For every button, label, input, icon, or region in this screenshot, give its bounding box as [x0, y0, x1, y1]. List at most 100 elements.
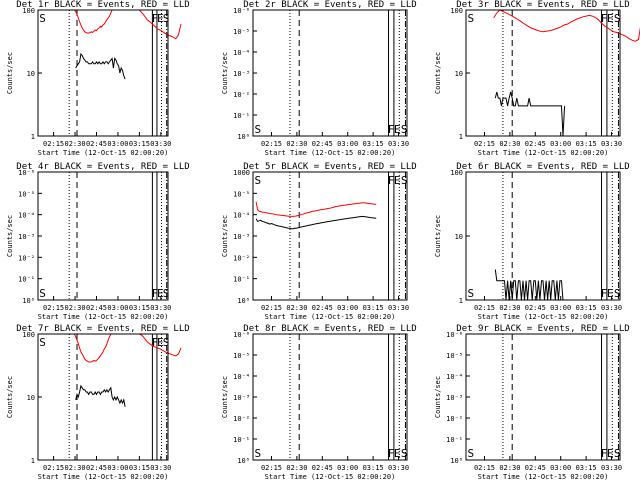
series-lld	[255, 201, 377, 217]
marker-s-left: S	[39, 336, 46, 349]
marker-e: E	[157, 12, 164, 25]
y-axis-label: Counts/sec	[221, 215, 229, 257]
x-axis-label: Start Time (12-Oct-15 02:00:20)	[478, 149, 609, 157]
x-tick-label: 02:15	[43, 464, 64, 472]
y-tick-label: 10⁰	[22, 297, 35, 305]
x-tick-label: 02:45	[525, 304, 546, 312]
x-axis-label: Start Time (12-Oct-15 02:00:20)	[265, 149, 396, 157]
y-tick-label: 10⁻³	[446, 394, 463, 402]
x-tick-label: 02:15	[43, 140, 64, 148]
y-tick-label: 10⁻⁴	[18, 212, 35, 220]
x-axis-label: Start Time (12-Oct-15 02:00:20)	[478, 473, 609, 480]
y-axis-label: Counts/sec	[221, 376, 229, 418]
panel-3: Det 3r BLACK = Events, RED = LLD 1 10 100 Co…	[434, 0, 640, 157]
marker-e: E	[394, 174, 401, 187]
x-tick-label: 02:15	[474, 140, 495, 148]
x-tick-label: 03:30	[388, 140, 409, 148]
series-lld	[74, 9, 182, 40]
y-axis-label: Counts/sec	[434, 52, 442, 94]
y-tick-label: 10⁻⁵	[18, 190, 35, 198]
x-tick-label: 03:15	[576, 464, 597, 472]
y-tick-label: 10	[27, 70, 35, 78]
x-tick-label: 02:30	[286, 464, 307, 472]
series-lld	[493, 9, 640, 42]
marker-e: E	[157, 336, 164, 349]
marker-s-left: S	[255, 447, 262, 460]
x-tick-label: 03:15	[576, 304, 597, 312]
marker-f: F	[601, 447, 608, 460]
y-tick-label: 10⁻¹	[233, 436, 250, 444]
x-tick-label: 03:15	[576, 140, 597, 148]
y-tick-label: 10⁻⁴	[446, 373, 463, 381]
y-axis-label: Counts/sec	[6, 215, 14, 257]
x-tick-label: 03:00	[337, 304, 358, 312]
marker-f: F	[601, 12, 608, 25]
marker-s-right: S	[614, 12, 621, 25]
marker-f: F	[601, 287, 608, 300]
x-tick-label: 03:15	[363, 464, 384, 472]
x-tick-label: 02:15	[474, 304, 495, 312]
marker-f: F	[388, 174, 395, 187]
x-tick-label: 02:45	[312, 304, 333, 312]
marker-s-right: S	[401, 447, 408, 460]
marker-s-right: S	[163, 336, 170, 349]
plot-frame	[37, 171, 169, 301]
y-tick-label: 10⁻²	[18, 254, 35, 262]
x-tick-label: 02:30	[65, 140, 86, 148]
y-tick-label: 10⁻⁵	[446, 352, 463, 360]
panel-title: Det 5r BLACK = Events, RED = LLD	[243, 162, 416, 172]
marker-s-left: S	[468, 447, 475, 460]
y-tick-label: 10⁻³	[233, 233, 250, 241]
x-tick-label: 02:30	[65, 304, 86, 312]
x-tick-label: 03:30	[388, 304, 409, 312]
y-tick-label: 10⁰	[237, 297, 250, 305]
x-axis-label: Start Time (12-Oct-15 02:00:20)	[478, 313, 609, 321]
y-tick-label: 1	[31, 457, 35, 465]
x-tick-label: 02:45	[525, 140, 546, 148]
panel-8: Det 8r BLACK = Events, RED = LLD 10⁰ 10⁻¹ 1…	[221, 324, 417, 480]
x-tick-label: 03:15	[129, 140, 150, 148]
panel-title: Det 9r BLACK = Events, RED = LLD	[456, 324, 629, 334]
plot-frame	[252, 333, 408, 461]
plot-frame	[37, 333, 169, 461]
panel-title: Det 6r BLACK = Events, RED = LLD	[456, 162, 629, 172]
x-tick-label: 02:30	[65, 464, 86, 472]
panel-6: Det 6r BLACK = Events, RED = LLD 1 10 100 Co…	[434, 162, 630, 321]
y-tick-label: 10⁻³	[233, 70, 250, 78]
y-tick-label: 10⁻⁶	[18, 169, 35, 177]
y-tick-label: 10⁰	[237, 457, 250, 465]
y-tick-label: 10⁻⁶	[233, 7, 250, 15]
y-tick-label: 1	[31, 133, 35, 141]
marker-s-left: S	[39, 287, 46, 300]
y-tick-label: 10⁻¹	[233, 276, 250, 284]
y-tick-label: 10⁻¹	[446, 436, 463, 444]
y-tick-label: 100	[22, 7, 35, 15]
x-tick-label: 03:00	[337, 140, 358, 148]
marker-s-left: S	[468, 287, 475, 300]
x-tick-label: 03:15	[363, 304, 384, 312]
x-tick-label: 03:30	[601, 304, 622, 312]
x-tick-label: 02:45	[312, 140, 333, 148]
marker-f: F	[152, 12, 159, 25]
y-axis-label: Counts/sec	[434, 215, 442, 257]
marker-e: E	[607, 12, 614, 25]
marker-f: F	[388, 447, 395, 460]
x-axis-label: Start Time (12-Oct-15 02:00:20)	[265, 473, 396, 480]
y-tick-label: 10⁻⁴	[233, 373, 250, 381]
y-tick-label: 1	[459, 297, 463, 305]
y-tick-label: 100	[450, 169, 463, 177]
panel-title: Det 2r BLACK = Events, RED = LLD	[243, 0, 416, 10]
y-tick-label: 10	[455, 233, 463, 241]
marker-s-left: S	[39, 12, 46, 25]
x-tick-label: 03:00	[550, 140, 571, 148]
x-tick-label: 03:00	[107, 464, 128, 472]
panel-4: Det 4r BLACK = Events, RED = LLD 10⁰ 10⁻¹ 1…	[6, 162, 190, 321]
y-tick-label: 10	[455, 70, 463, 78]
series-events	[75, 52, 126, 80]
series-events	[255, 215, 377, 230]
marker-e: E	[607, 447, 614, 460]
panel-title: Det 4r BLACK = Events, RED = LLD	[16, 162, 189, 172]
marker-f: F	[152, 336, 159, 349]
x-tick-label: 02:30	[499, 140, 520, 148]
